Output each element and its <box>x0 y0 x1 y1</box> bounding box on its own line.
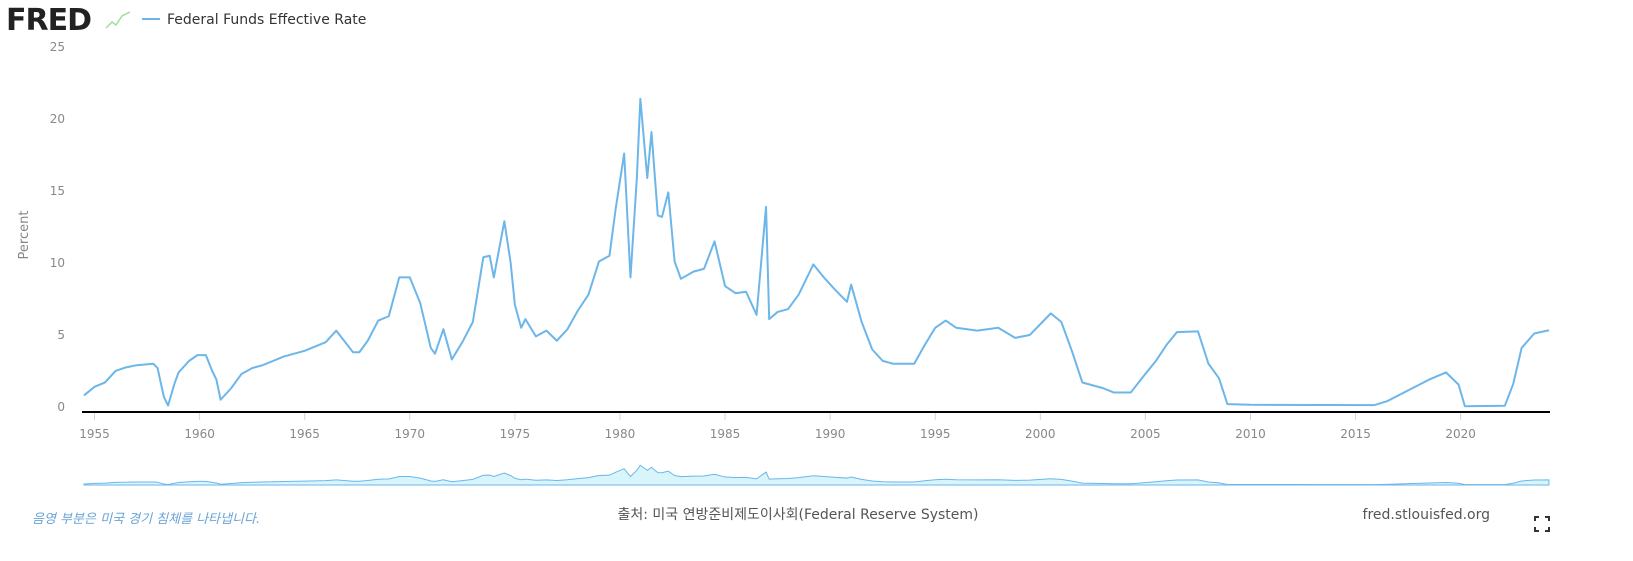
logo[interactable]: FRED <box>6 3 92 38</box>
y-axis-label: Percent <box>17 211 32 260</box>
x-tick-label: 2010 <box>1235 427 1266 441</box>
x-tick-label: 1980 <box>605 427 636 441</box>
x-tick-label: 2015 <box>1340 427 1371 441</box>
navigator-area <box>83 464 1550 486</box>
series-line <box>83 97 1550 408</box>
fullscreen-icon[interactable] <box>1534 516 1550 532</box>
x-tick-label: 1995 <box>920 427 951 441</box>
y-tick-label: 10 <box>50 256 65 270</box>
x-tick-label: 1990 <box>815 427 846 441</box>
x-tick-label: 1970 <box>395 427 426 441</box>
x-tick-label: 1985 <box>710 427 741 441</box>
footer-source[interactable]: 출처: 미국 연방준비제도이사회(Federal Reserve System) <box>618 507 979 523</box>
footer-site[interactable]: fred.stlouisfed.org <box>1363 507 1490 523</box>
x-tick-label: 1955 <box>79 427 110 441</box>
legend-label: Federal Funds Effective Rate <box>167 12 366 28</box>
y-tick-label: 20 <box>50 112 65 126</box>
footer-note: 음영 부분은 미국 경기 침체를 나타냅니다. <box>32 512 260 527</box>
x-tick-label: 2000 <box>1025 427 1056 441</box>
y-tick-label: 15 <box>50 184 65 198</box>
y-tick-label: 5 <box>57 328 65 342</box>
logo-icon <box>105 11 131 29</box>
x-tick-label: 1975 <box>500 427 531 441</box>
x-tick-label: 1960 <box>184 427 215 441</box>
x-tick-label: 1965 <box>289 427 320 441</box>
x-tick-label: 2005 <box>1130 427 1161 441</box>
x-tick-label: 2020 <box>1445 427 1476 441</box>
y-tick-label: 0 <box>57 400 65 414</box>
y-tick-label: 25 <box>50 40 65 54</box>
